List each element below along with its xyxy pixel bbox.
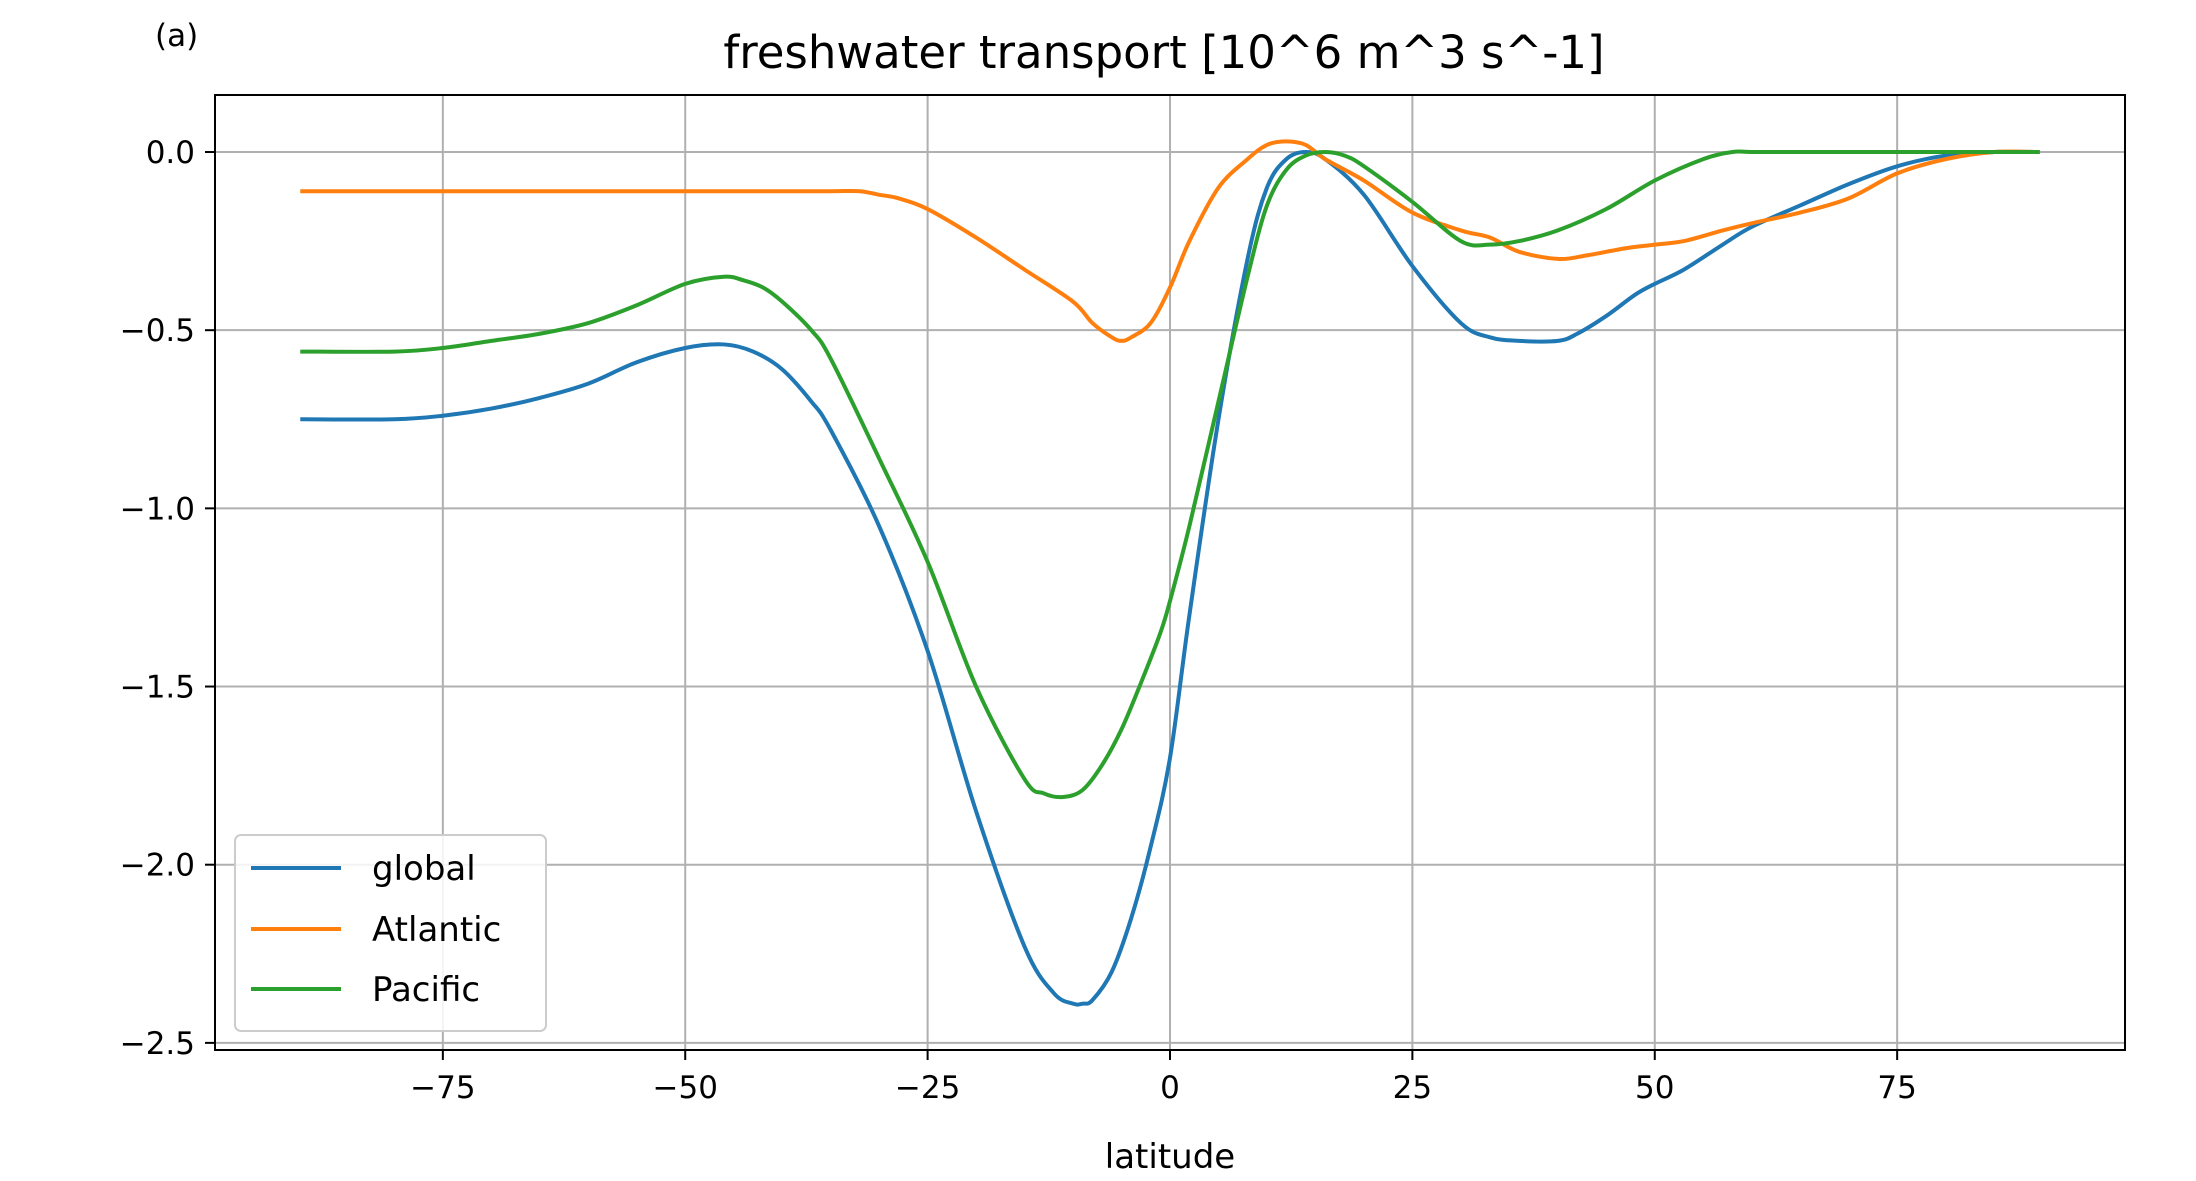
y-tick-label: −1.0 xyxy=(120,491,195,527)
y-tick-label: −0.5 xyxy=(120,313,195,349)
legend-label-pacific: Pacific xyxy=(372,970,480,1010)
y-tick-label: −2.5 xyxy=(120,1026,195,1062)
grid-lines xyxy=(215,95,2125,1050)
x-tick-label: −50 xyxy=(653,1070,718,1106)
chart-title: freshwater transport [10^6 m^3 s^-1] xyxy=(723,26,1604,79)
axis-ticks: −75 −50 −25 0 25 50 75 0.0 −0.5 −1.0 −1.5 −2.0 −2.5 xyxy=(120,135,1917,1106)
legend-label-global: global xyxy=(372,849,476,889)
series-line-atlantic xyxy=(300,139,2040,343)
legend-label-atlantic: Atlantic xyxy=(372,910,501,950)
x-tick-label: 75 xyxy=(1877,1070,1916,1106)
x-tick-label: −25 xyxy=(895,1070,960,1106)
legend: global Atlantic Pacific xyxy=(234,834,547,1032)
x-tick-label: −75 xyxy=(410,1070,475,1106)
x-axis-label: latitude xyxy=(1105,1137,1235,1177)
legend-box xyxy=(234,834,547,1032)
data-series-lines xyxy=(300,139,2040,1007)
y-tick-label: 0.0 xyxy=(146,135,195,171)
series-line-global xyxy=(300,149,2040,1007)
series-line-pacific xyxy=(300,149,2040,800)
x-tick-label: 25 xyxy=(1393,1070,1432,1106)
y-tick-label: −2.0 xyxy=(120,848,195,884)
panel-label: (a) xyxy=(155,18,198,54)
y-tick-label: −1.5 xyxy=(120,670,195,706)
x-tick-label: 0 xyxy=(1160,1070,1180,1106)
x-tick-label: 50 xyxy=(1635,1070,1674,1106)
